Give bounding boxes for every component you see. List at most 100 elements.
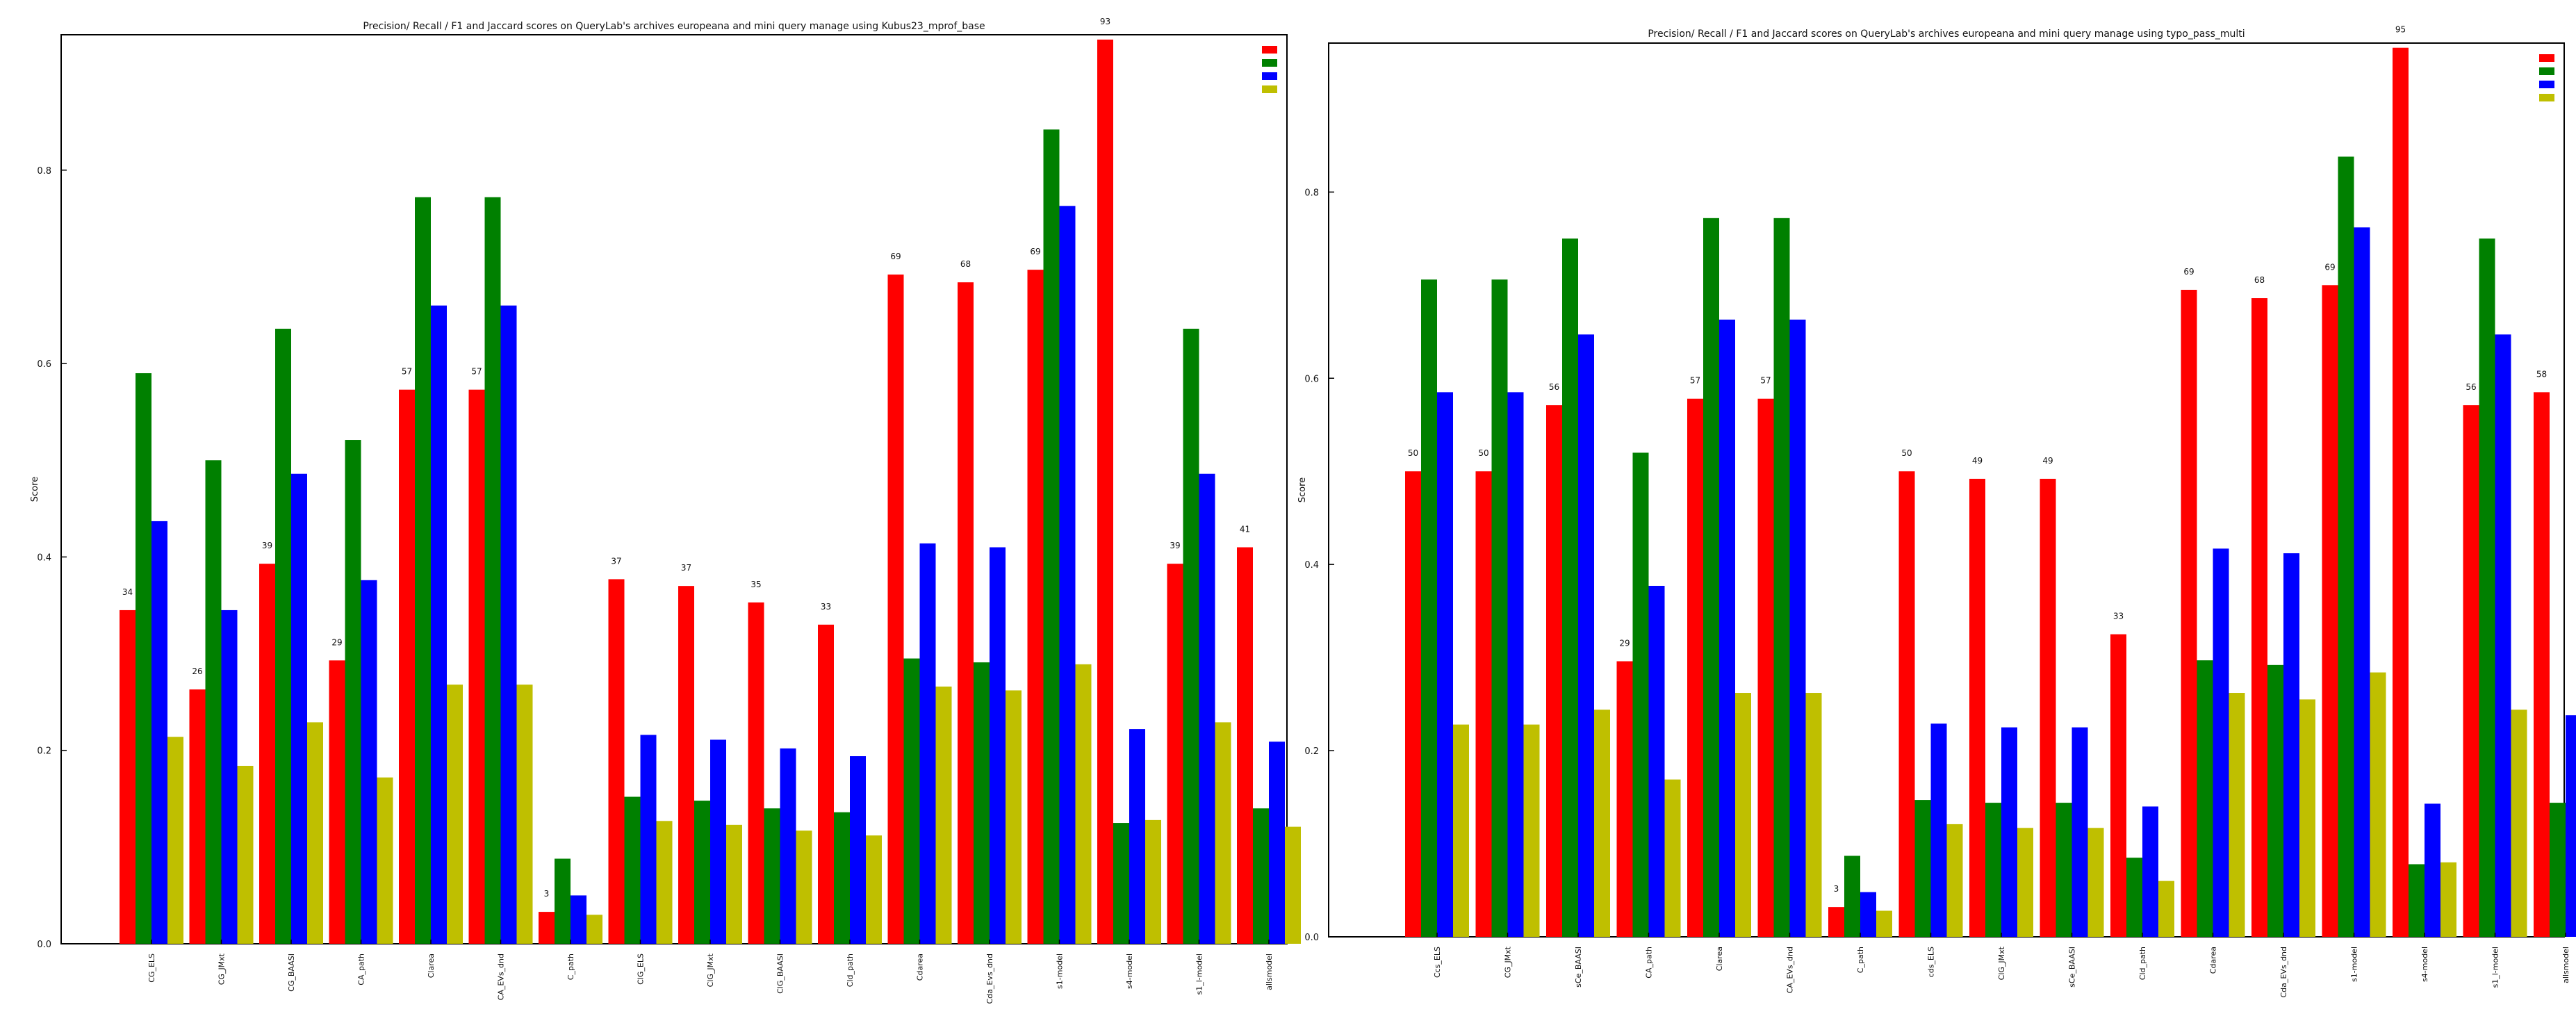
- legend-swatch-3: [2539, 81, 2554, 88]
- bar-data-label: 39: [262, 541, 272, 550]
- bar-series-4: [1215, 722, 1231, 944]
- bar-series-2: [136, 373, 151, 944]
- bar-series-4: [796, 830, 812, 944]
- bar-data-label: 56: [1549, 382, 1559, 392]
- bar-series-3: [710, 739, 726, 944]
- bar-series-1: [1405, 471, 1421, 937]
- bar-series-4: [656, 821, 673, 944]
- bar-data-label: 39: [1170, 541, 1180, 550]
- chart-1: Precision/ Recall / F1 and Jaccard score…: [30, 17, 1301, 1004]
- bar-series-3: [1437, 392, 1453, 937]
- bar-series-2: [205, 460, 222, 944]
- bar-series-1: [1097, 39, 1113, 944]
- bar-series-4: [2087, 828, 2104, 937]
- plot-frame: [60, 34, 1288, 944]
- bar-series-1: [678, 586, 694, 944]
- bar-series-2: [1773, 218, 1790, 937]
- bar-series-1: [468, 389, 485, 944]
- bar-series-1: [1167, 564, 1183, 944]
- bar-series-4: [726, 824, 742, 944]
- legend-swatch-1: [2539, 54, 2554, 62]
- x-tick-label: Cdarea: [2209, 947, 2218, 974]
- bar-series-4: [1735, 693, 1751, 937]
- bar-series-4: [2440, 862, 2456, 937]
- bar-series-3: [151, 521, 167, 944]
- bar-series-3: [1789, 319, 1806, 937]
- bar-series-4: [1876, 910, 1892, 937]
- bar-data-label: 69: [1030, 247, 1040, 256]
- bar-data-label: 69: [2324, 262, 2335, 272]
- bar-data-label: 50: [1478, 448, 1488, 458]
- x-tick-label: CA_EVs_dnd: [1786, 947, 1795, 993]
- bar-series-1: [1757, 398, 1774, 937]
- bar-data-label: 37: [681, 563, 691, 573]
- x-tick-label: ClG_JMxt: [706, 953, 715, 987]
- bar-data-label: 58: [2536, 369, 2547, 379]
- legend-swatch-1: [1262, 46, 1277, 54]
- bar-data-label: 93: [1100, 17, 1110, 26]
- bar-data-label: 33: [2113, 612, 2124, 621]
- bar-series-3: [571, 895, 586, 944]
- bar-series-1: [818, 624, 834, 944]
- x-tick-label: sCe_BAASI: [2068, 947, 2077, 988]
- bar-series-2: [2267, 664, 2283, 937]
- bar-series-4: [2229, 693, 2245, 937]
- x-tick-label: CA_path: [1645, 947, 1654, 979]
- bar-series-3: [1269, 742, 1285, 944]
- bar-data-label: 57: [471, 367, 482, 377]
- bar-series-4: [935, 686, 952, 944]
- x-tick-label: CG_ELS: [147, 954, 156, 983]
- bar-series-1: [189, 689, 206, 944]
- bar-series-3: [1648, 585, 1665, 937]
- bar-series-2: [1421, 279, 1437, 938]
- bar-series-4: [377, 777, 393, 944]
- bar-series-2: [624, 796, 641, 944]
- x-tick-label: Cld_path: [846, 954, 855, 987]
- y-tick-label: 0.2: [37, 746, 51, 757]
- bar-data-label: 50: [1901, 448, 1912, 458]
- bar-series-2: [2197, 660, 2213, 937]
- bar-series-2: [1253, 808, 1269, 944]
- bar-series-3: [1199, 473, 1215, 944]
- bar-data-label: 57: [1760, 376, 1771, 386]
- bar-data-label: 29: [331, 637, 342, 647]
- bar-series-2: [1113, 823, 1129, 944]
- bar-series-3: [1059, 206, 1076, 944]
- x-tick-label: Cld_path: [2138, 947, 2147, 980]
- x-tick-label: allsmodel: [1265, 954, 1274, 990]
- bar-series-3: [2142, 806, 2158, 937]
- x-tick-label: ClG_ELS: [637, 954, 646, 985]
- bar-data-label: 26: [192, 666, 202, 676]
- bar-series-1: [2040, 478, 2056, 937]
- bar-series-2: [2409, 864, 2425, 937]
- chart-2: Precision/ Recall / F1 and Jaccard score…: [1297, 25, 2576, 998]
- bar-series-3: [361, 580, 377, 944]
- bar-series-4: [1075, 664, 1092, 944]
- bar-data-label: 41: [1240, 524, 1250, 534]
- bar-series-2: [345, 440, 361, 944]
- x-tick-label: Clarea: [1715, 947, 1724, 971]
- bar-series-3: [1930, 723, 1947, 937]
- bar-data-label: 37: [611, 556, 621, 566]
- x-tick-label: sCe_BAASI: [1574, 947, 1583, 988]
- x-tick-label: Cda_EVs_dnd: [2279, 947, 2288, 998]
- bar-series-3: [1860, 892, 1876, 937]
- y-tick-label: 0.4: [1304, 560, 1319, 571]
- bar-series-2: [2550, 803, 2566, 937]
- bar-series-2: [1844, 856, 1860, 937]
- bar-series-3: [2425, 803, 2440, 937]
- bar-series-4: [1006, 690, 1022, 944]
- bar-series-3: [291, 473, 307, 944]
- bar-data-label: 69: [890, 252, 901, 261]
- bar-series-3: [640, 735, 657, 944]
- x-tick-label: Ccs_ELS: [1433, 947, 1442, 978]
- x-tick-label: allsmodel: [2561, 947, 2570, 983]
- bar-series-1: [2181, 289, 2197, 937]
- bar-series-3: [2213, 548, 2229, 937]
- bar-series-1: [1475, 471, 1492, 937]
- bar-series-1: [1237, 547, 1253, 944]
- bar-data-label: 57: [1690, 376, 1700, 386]
- bar-data-label: 50: [1408, 448, 1418, 458]
- bar-series-4: [2158, 881, 2174, 937]
- bar-series-1: [329, 660, 345, 944]
